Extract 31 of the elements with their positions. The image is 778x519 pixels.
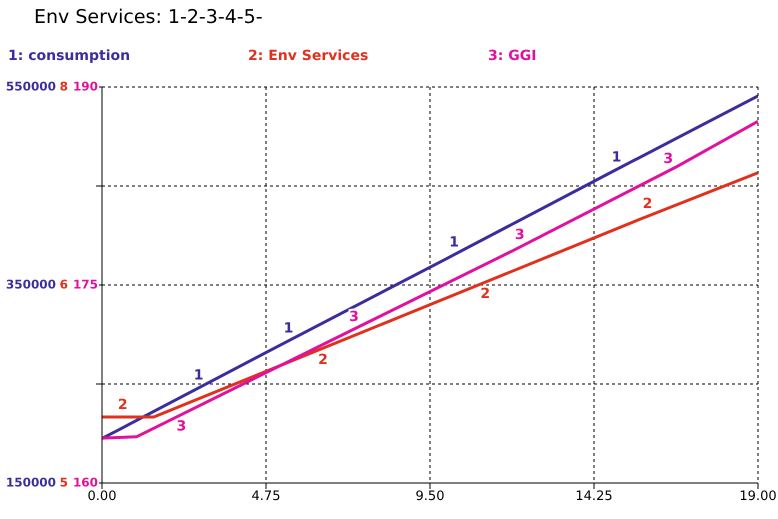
- annotation: 2: [318, 352, 328, 368]
- y-tick-label: 350000: [6, 277, 56, 292]
- annotation: 3: [514, 226, 525, 243]
- x-tick-label: 19.00: [739, 489, 777, 504]
- y3-tick-label: 190: [72, 79, 98, 94]
- x-tick-label: 0.00: [88, 489, 116, 504]
- annotation: 3: [349, 308, 359, 325]
- line-series: [102, 171, 758, 418]
- text: 3: GGI: [488, 48, 538, 64]
- x-tick-label: 9.50: [416, 489, 444, 504]
- annotation: 1: [194, 368, 204, 384]
- x-tick-label: 14.25: [575, 489, 613, 504]
- chart-title: Env Services: 1-2-3-4-5-: [34, 6, 263, 28]
- y-tick-label: 150000: [6, 475, 56, 490]
- annotation: 1: [284, 320, 294, 337]
- annotation: 2: [642, 196, 652, 212]
- annotation: 2: [118, 396, 128, 413]
- annotation: 1: [449, 234, 460, 250]
- annotation: 1: [612, 149, 622, 166]
- y2-tick-label: 5: [60, 475, 68, 490]
- annotation: 3: [663, 150, 674, 167]
- y2-tick-label: 8: [60, 79, 68, 94]
- x-tick-label: 4.75: [252, 489, 280, 504]
- y-tick-label: 550000: [6, 79, 56, 94]
- text: 1: consumption: [8, 48, 132, 64]
- y3-tick-label: 160: [72, 475, 98, 490]
- text: 2: Env Services: [248, 48, 370, 64]
- y3-tick-label: 175: [72, 277, 98, 292]
- y2-tick-label: 6: [60, 277, 68, 292]
- annotation: 3: [176, 418, 186, 435]
- annotation: 2: [480, 286, 490, 302]
